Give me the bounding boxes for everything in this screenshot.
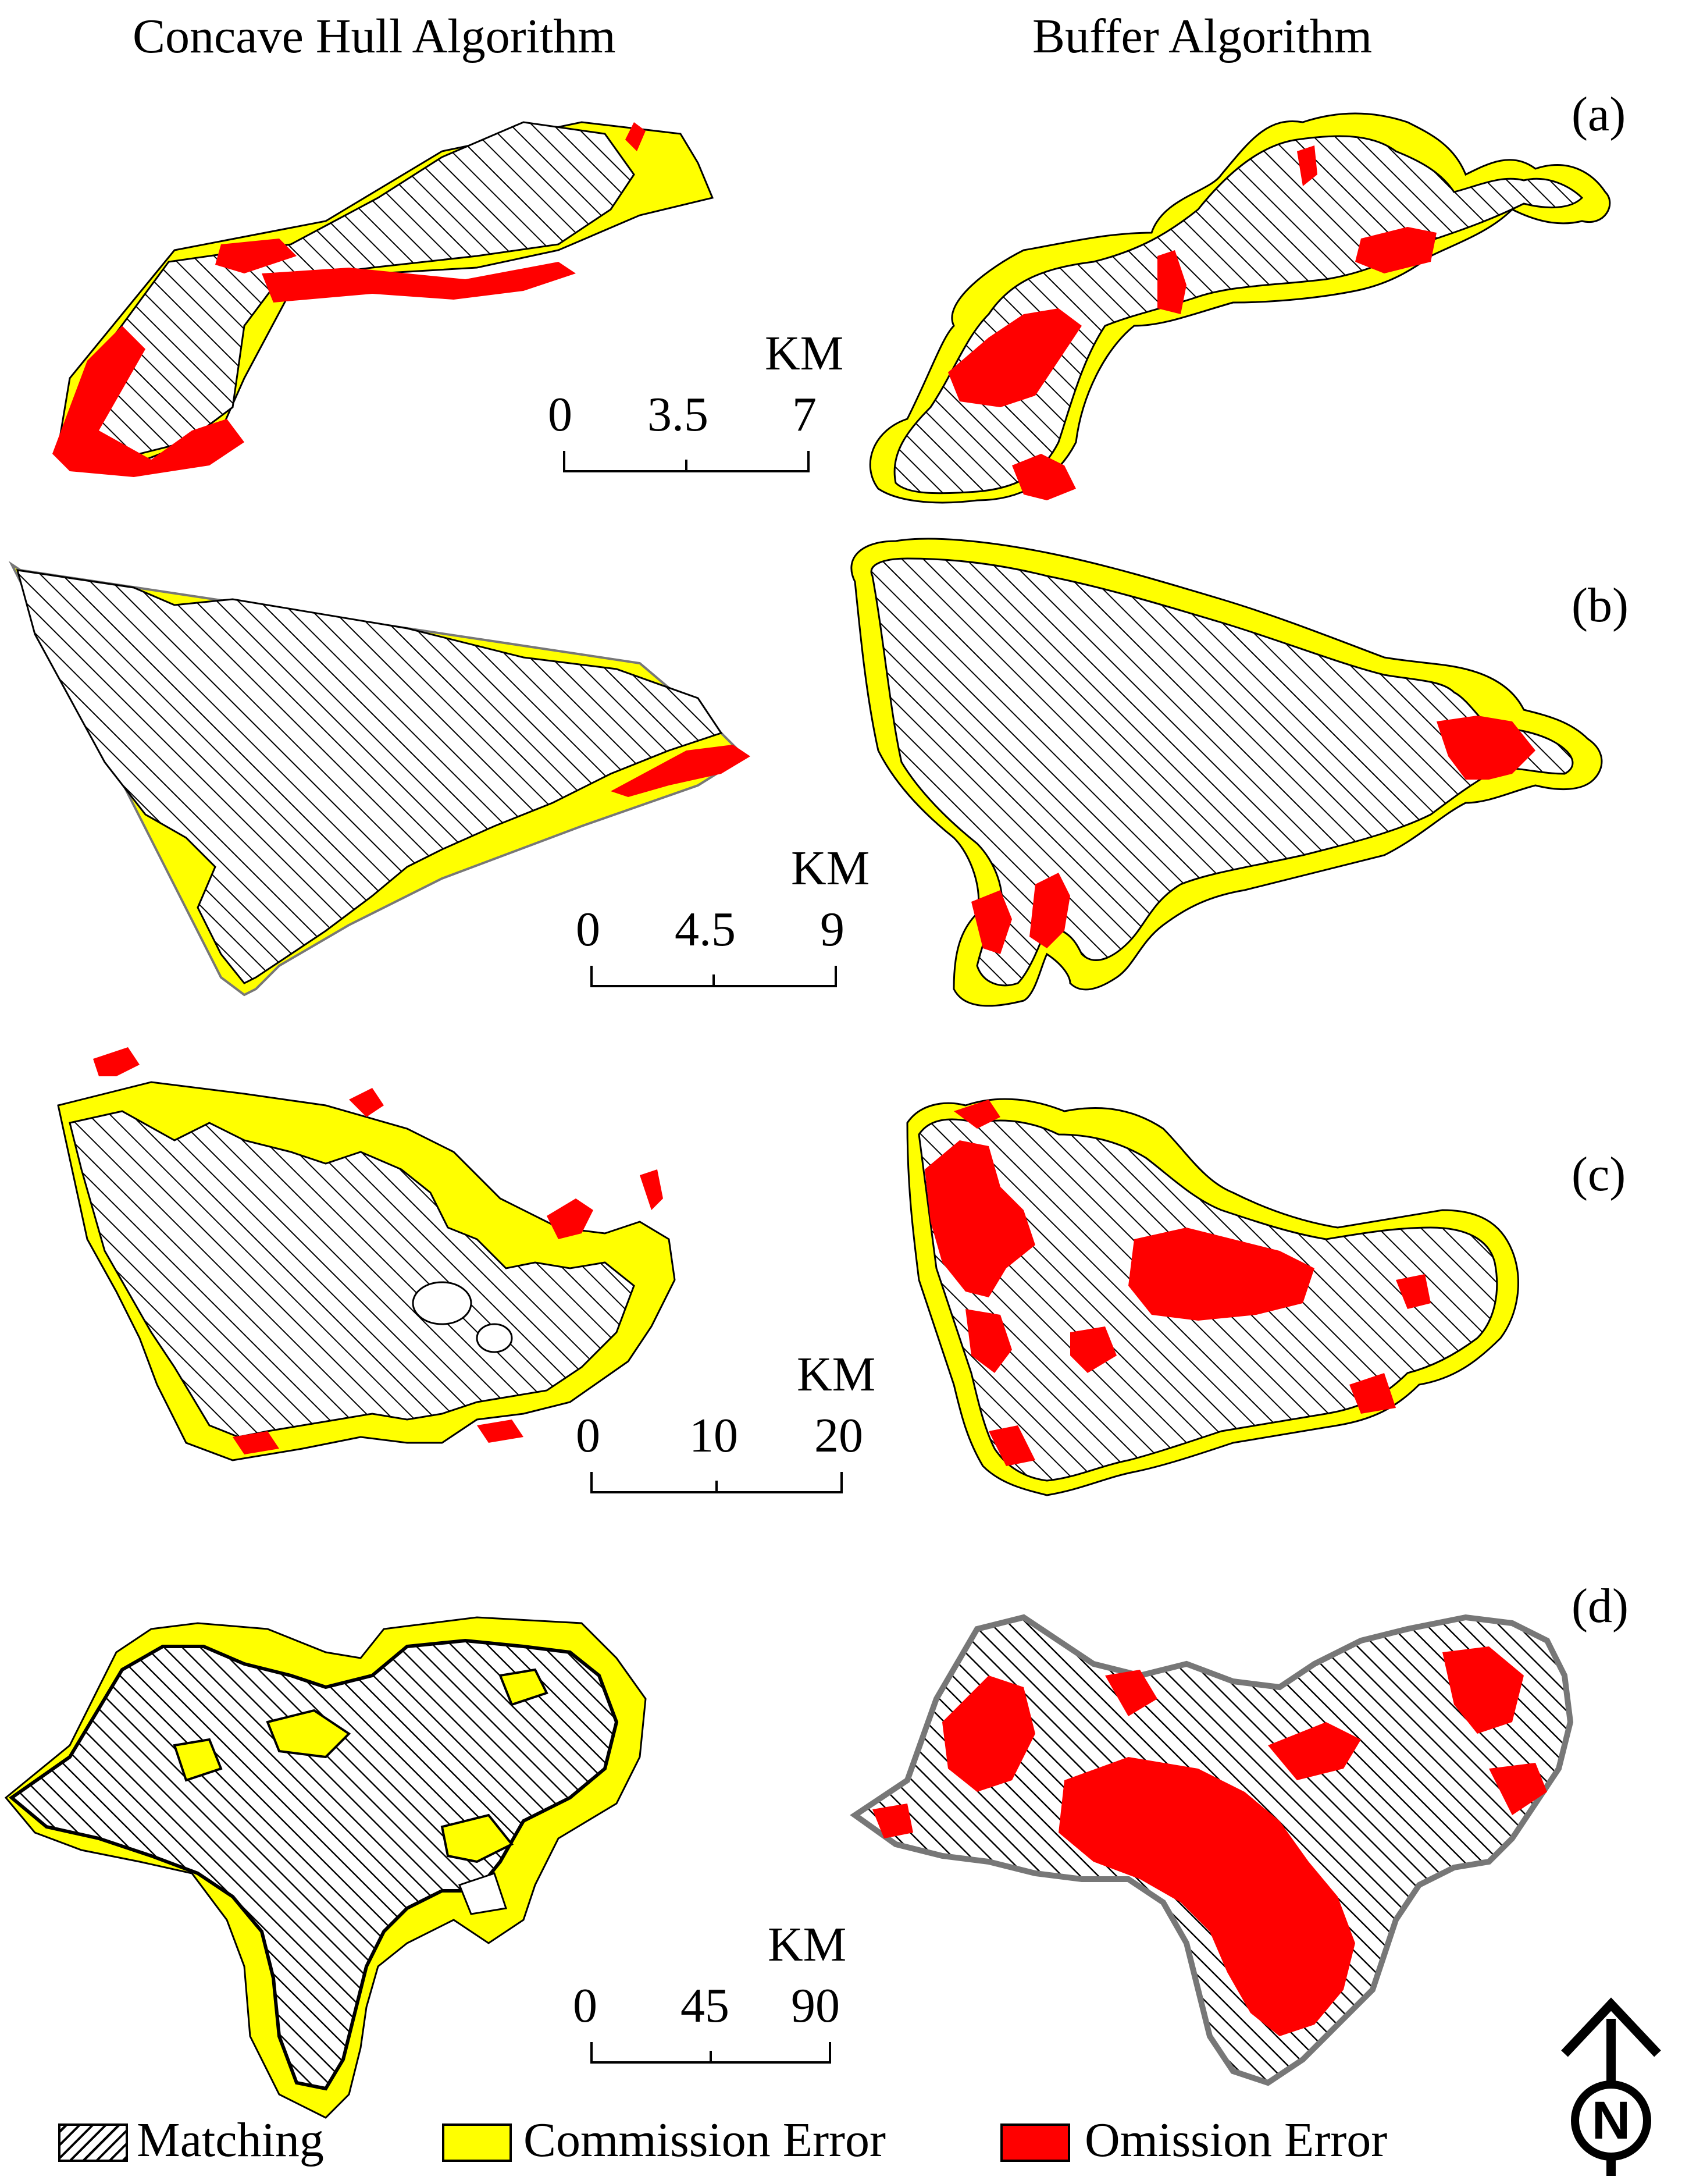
- scale-bar-tick-label: 0: [548, 387, 572, 442]
- omission-area: [1029, 873, 1070, 948]
- omission-area: [1355, 227, 1437, 273]
- north-arrow-letter: N: [1592, 2091, 1630, 2150]
- commission-area: [476, 1323, 513, 1353]
- scale-bar-tick-label: 90: [791, 1979, 840, 2033]
- omission-area: [262, 262, 576, 303]
- scale-bar-tick-label: 9: [820, 902, 844, 956]
- omission-area: [1489, 1763, 1547, 1815]
- scale-bar-tick-label: 45: [680, 1979, 729, 2033]
- scale-bar-tick-label: 7: [792, 387, 817, 442]
- omission-area: [215, 239, 297, 273]
- omission-area: [233, 1431, 279, 1454]
- omission-area: [1437, 716, 1535, 780]
- omission-area: [872, 1804, 913, 1838]
- scale-bar-unit: KM: [768, 1918, 846, 1972]
- omission-area: [1268, 1722, 1361, 1780]
- matching-area: [893, 135, 1584, 495]
- omission-area: [477, 1420, 523, 1443]
- omission-area: [1396, 1274, 1431, 1309]
- scale-bar-a: KM 0 3.5 7: [548, 326, 843, 472]
- matching-area: [63, 121, 635, 461]
- commission-area: [173, 1738, 223, 1782]
- commission-area: [458, 1872, 507, 1915]
- scale-bar-line: [590, 966, 837, 987]
- map-c-concave-hull: [57, 1047, 676, 1461]
- omission-area: [954, 1100, 1000, 1129]
- legend-swatch-matching: [58, 2123, 128, 2162]
- legend-swatch-commission: [442, 2123, 512, 2162]
- omission-area: [1157, 250, 1186, 314]
- panel-label-c: (c): [1572, 1147, 1626, 1201]
- matching-area: [69, 1110, 635, 1438]
- omission-area: [942, 1676, 1035, 1792]
- scale-bar-unit: KM: [797, 1347, 875, 1402]
- panel-label-d: (d): [1572, 1579, 1629, 1633]
- omission-area: [640, 1169, 663, 1210]
- omission-area: [948, 308, 1082, 407]
- legend-label-omission: Omission Error: [1085, 2113, 1388, 2167]
- omission-area: [989, 1425, 1035, 1466]
- scale-bar-tick-label: 20: [814, 1408, 863, 1463]
- map-a-buffer: [869, 112, 1611, 504]
- omission-area: [93, 1047, 140, 1076]
- scale-bar-tick-label: 3.5: [647, 387, 708, 442]
- omission-area: [1059, 1757, 1355, 2036]
- map-a-concave-hull: [52, 121, 714, 477]
- legend-label-matching: Matching: [137, 2113, 324, 2167]
- scale-bar-tick-label: 0: [576, 902, 600, 956]
- scale-bar-line: [563, 451, 810, 472]
- commission-area: [266, 1709, 351, 1759]
- omission-area: [925, 1140, 1035, 1297]
- omission-area: [965, 1309, 1012, 1373]
- scale-bar-d: KM 0 45 90: [573, 1918, 846, 2064]
- map-b-concave-hull: [8, 561, 750, 997]
- panel-label-a: (a): [1572, 87, 1626, 141]
- omission-area: [1128, 1228, 1314, 1321]
- map-d-buffer: [850, 1614, 1574, 2086]
- scale-bar-line: [590, 2042, 831, 2064]
- north-arrow-icon: N: [1561, 1997, 1661, 2176]
- omission-area: [1349, 1373, 1396, 1414]
- omission-area: [1012, 454, 1076, 500]
- map-d-concave-hull: [4, 1616, 647, 2119]
- omission-area: [52, 326, 244, 477]
- scale-bar-unit: KM: [791, 841, 870, 895]
- omission-area: [625, 122, 646, 151]
- omission-area: [611, 745, 750, 797]
- legend-label-commission: Commission Error: [523, 2113, 886, 2167]
- panel-label-b: (b): [1572, 578, 1629, 632]
- scale-bar-tick-label: 4.5: [675, 902, 736, 956]
- omission-area: [1442, 1646, 1524, 1734]
- matching-area: [16, 569, 723, 984]
- omission-area: [349, 1088, 384, 1117]
- omission-area: [971, 890, 1012, 954]
- scale-bar-tick-label: 10: [689, 1408, 738, 1463]
- omission-area: [1297, 145, 1317, 186]
- matching-area: [9, 1638, 619, 2091]
- commission-area: [498, 1668, 548, 1706]
- scale-bar-b: KM 0 4.5 9: [576, 841, 870, 987]
- column-title-buffer: Buffer Algorithm: [1032, 9, 1373, 63]
- scale-bar-tick-label: 0: [573, 1979, 597, 2033]
- scale-bar-c: KM 0 10 20: [576, 1347, 875, 1493]
- column-title-concave-hull: Concave Hull Algorithm: [133, 9, 616, 63]
- commission-area: [412, 1281, 472, 1325]
- omission-area: [1070, 1326, 1117, 1373]
- legend-swatch-omission: [1000, 2123, 1070, 2162]
- scale-bar-tick-label: 0: [576, 1408, 600, 1463]
- map-b-buffer: [850, 538, 1603, 1007]
- omission-area: [1105, 1670, 1157, 1716]
- scale-bar-line: [590, 1472, 843, 1493]
- map-c-buffer: [906, 1098, 1519, 1496]
- scale-bar-unit: KM: [765, 326, 843, 380]
- omission-area: [547, 1198, 593, 1239]
- commission-area: [440, 1813, 514, 1863]
